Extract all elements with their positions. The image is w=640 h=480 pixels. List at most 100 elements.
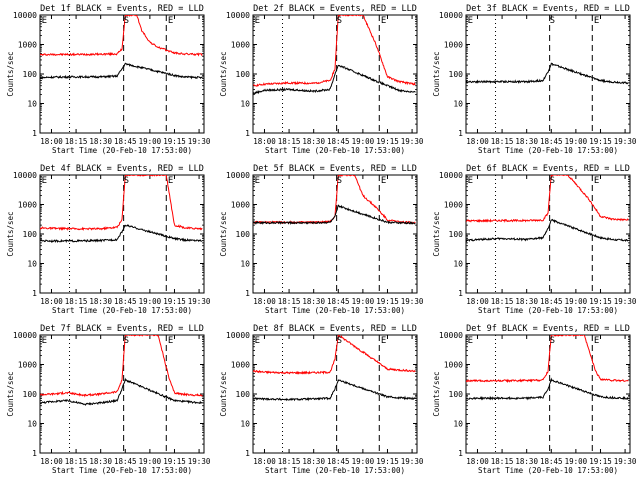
x-tick-label: 19:30: [614, 457, 637, 466]
x-tick-label: 18:00: [466, 457, 489, 466]
x-tick-label: 18:45: [327, 297, 350, 306]
plot-frame: [39, 174, 205, 294]
x-tick-label: 18:00: [40, 137, 63, 146]
y-tick-label: 10000: [226, 331, 250, 340]
x-tick-label: 19:00: [139, 457, 162, 466]
series-line-1: [466, 175, 629, 223]
y-axis-label: Counts/sec: [219, 371, 228, 416]
interval-marker: S: [550, 176, 555, 186]
y-axis-label: Counts/sec: [432, 371, 441, 416]
y-tick-label: 100: [449, 390, 464, 399]
x-tick-label: 18:45: [114, 297, 137, 306]
x-tick-label: 18:45: [114, 137, 137, 146]
series-line-2: [40, 224, 203, 243]
y-tick-label: 10000: [13, 331, 37, 340]
series-line-1: [253, 15, 416, 87]
x-tick-label: 19:15: [163, 457, 186, 466]
plot-frame: [465, 174, 631, 294]
y-tick-label: 100: [449, 70, 464, 79]
x-tick-label: 19:00: [565, 457, 588, 466]
x-axis-label: Start Time (20-Feb-10 17:53:00): [265, 146, 405, 155]
series-line-2: [40, 377, 203, 406]
series-group: [466, 175, 629, 243]
y-tick-label: 10000: [13, 11, 37, 20]
x-tick-label: 18:45: [540, 457, 563, 466]
x-tick-label: 18:00: [40, 297, 63, 306]
interval-marker: S: [124, 16, 129, 26]
y-tick-label: 1: [32, 129, 37, 138]
y-tick-label: 100: [236, 70, 251, 79]
y-tick-label: 10: [240, 420, 250, 429]
series-line-2: [466, 218, 629, 243]
y-tick-label: 10: [453, 100, 463, 109]
x-tick-label: 18:45: [327, 457, 350, 466]
x-tick-label: 19:00: [565, 297, 588, 306]
interval-marker: E: [468, 16, 473, 26]
y-axis-label: Counts/sec: [6, 211, 15, 256]
x-tick-label: 19:15: [589, 457, 612, 466]
y-axis-label: Counts/sec: [432, 51, 441, 96]
interval-marker: E: [594, 16, 599, 26]
x-tick-label: 19:30: [401, 297, 424, 306]
series-line-2: [253, 379, 416, 402]
panel-title: Det 3f BLACK = Events, RED = LLD: [466, 4, 630, 14]
x-tick-label: 18:00: [253, 297, 276, 306]
x-tick-label: 18:30: [302, 137, 325, 146]
series-line-1: [253, 335, 416, 375]
x-axis-label: Start Time (20-Feb-10 17:53:00): [265, 306, 405, 315]
y-tick-label: 10000: [439, 11, 463, 20]
plot-frame: [252, 174, 418, 294]
interval-marker: E: [468, 336, 473, 346]
interval-marker: S: [550, 336, 555, 346]
interval-marker: E: [255, 336, 260, 346]
y-tick-label: 10000: [226, 11, 250, 20]
panel-title: Det 9f BLACK = Events, RED = LLD: [466, 324, 630, 334]
y-tick-label: 1: [458, 449, 463, 458]
series-group: [40, 15, 203, 80]
panel-title: Det 7f BLACK = Events, RED = LLD: [40, 324, 204, 334]
x-tick-label: 18:15: [65, 137, 88, 146]
x-tick-label: 19:30: [614, 297, 637, 306]
y-axis-label: Counts/sec: [219, 211, 228, 256]
x-tick-label: 19:00: [352, 137, 375, 146]
detector-panel-1: Det 1f BLACK = Events, RED = LLD 1 10 100 10…: [6, 4, 211, 155]
x-tick-label: 18:45: [540, 137, 563, 146]
x-tick-label: 19:30: [188, 297, 211, 306]
series-line-1: [40, 335, 203, 398]
series-line-1: [253, 175, 416, 225]
y-tick-label: 1: [245, 449, 250, 458]
series-line-1: [40, 15, 203, 57]
series-group: [40, 175, 203, 243]
plot-frame: [39, 14, 205, 134]
interval-marker: E: [381, 176, 386, 186]
detector-panel-8: Det 8f BLACK = Events, RED = LLD 1 10 100 10…: [219, 324, 424, 475]
y-tick-label: 10: [27, 420, 37, 429]
plot-frame: [465, 334, 631, 454]
detector-panel-9: Det 9f BLACK = Events, RED = LLD 1 10 100 10…: [432, 324, 637, 475]
x-tick-label: 19:30: [401, 137, 424, 146]
detector-panel-2: Det 2f BLACK = Events, RED = LLD 1 10 100 10…: [219, 4, 424, 155]
series-line-1: [466, 62, 629, 85]
x-tick-label: 19:00: [139, 297, 162, 306]
x-axis-label: Start Time (20-Feb-10 17:53:00): [265, 466, 405, 475]
y-axis-label: Counts/sec: [6, 51, 15, 96]
y-tick-label: 10: [240, 100, 250, 109]
series-line-2: [253, 64, 416, 95]
y-tick-label: 1: [458, 289, 463, 298]
interval-marker: E: [42, 176, 47, 186]
x-tick-label: 18:30: [89, 457, 112, 466]
y-tick-label: 10000: [226, 171, 250, 180]
x-tick-label: 18:15: [278, 137, 301, 146]
interval-marker: S: [337, 176, 342, 186]
y-axis-label: Counts/sec: [219, 51, 228, 96]
x-tick-label: 18:00: [466, 297, 489, 306]
y-tick-label: 10000: [439, 331, 463, 340]
panel-title: Det 2f BLACK = Events, RED = LLD: [253, 4, 417, 14]
x-tick-label: 18:15: [278, 457, 301, 466]
y-tick-label: 1000: [231, 41, 250, 50]
x-tick-label: 19:30: [401, 457, 424, 466]
series-group: [40, 335, 203, 406]
detector-panel-6: Det 6f BLACK = Events, RED = LLD 1 10 100 10…: [432, 164, 637, 315]
y-tick-label: 1: [32, 449, 37, 458]
